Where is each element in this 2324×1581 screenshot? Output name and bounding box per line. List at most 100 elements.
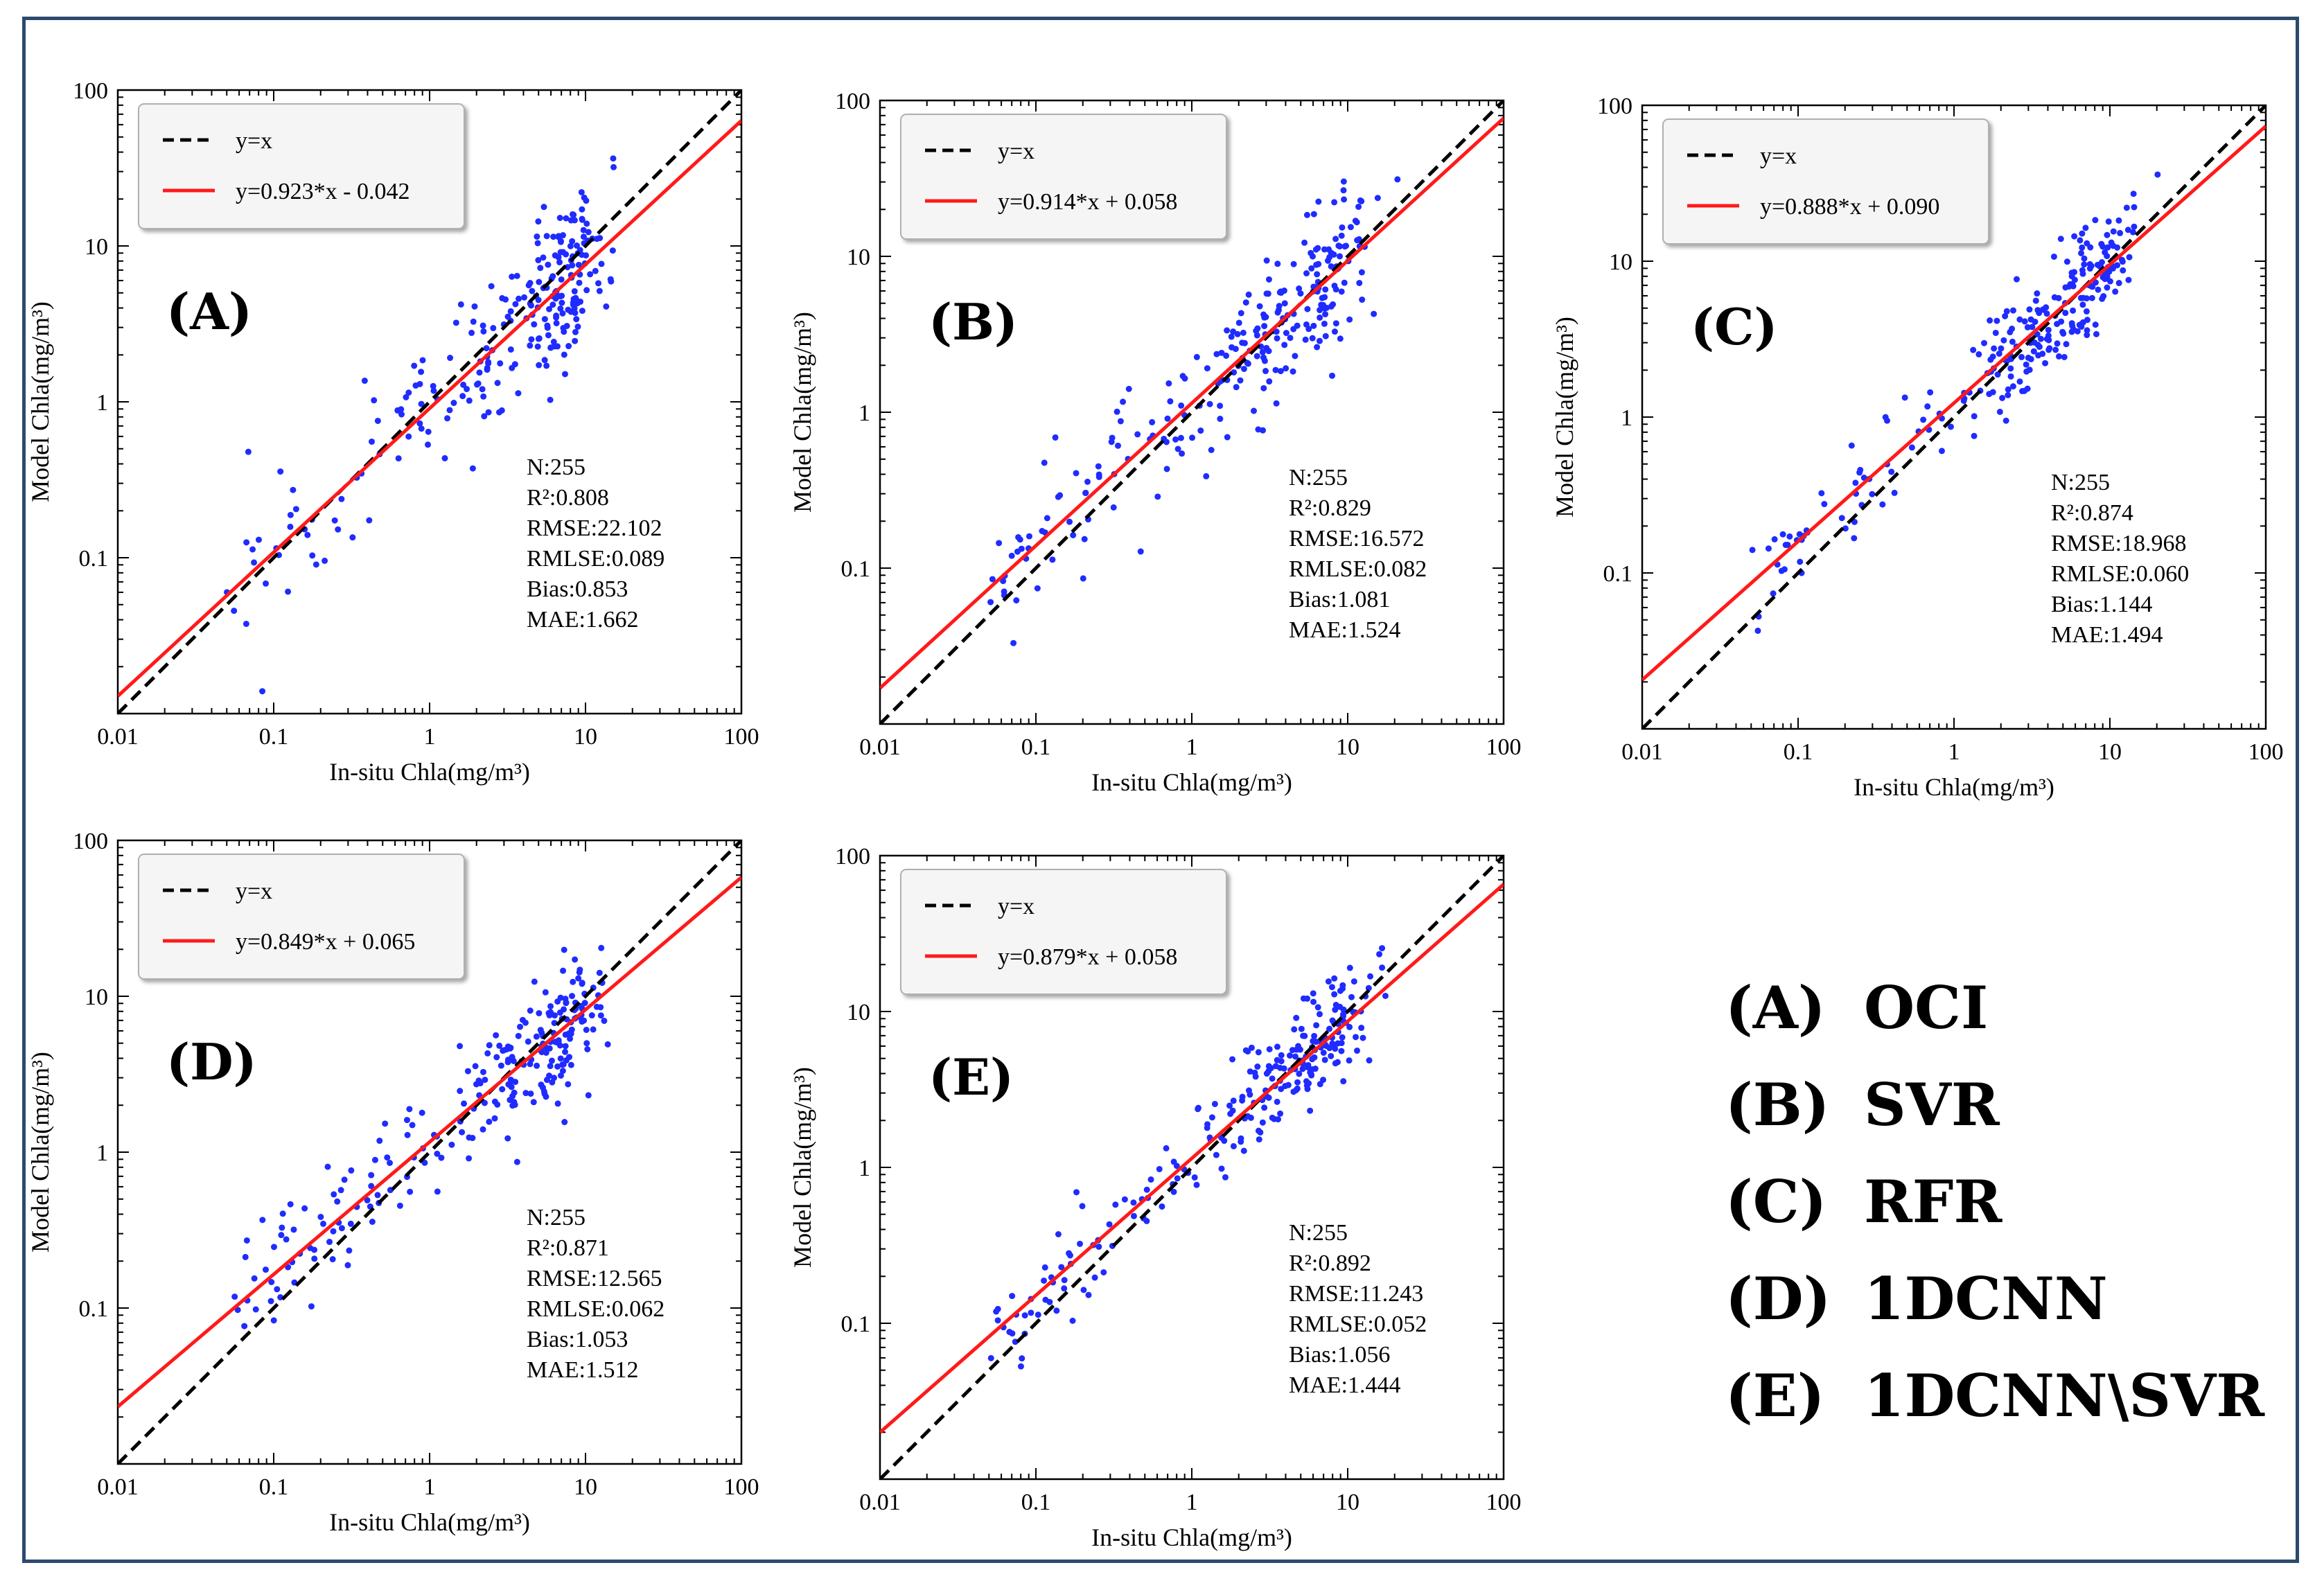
data-point (1379, 964, 1386, 971)
y-axis-label: Model Chla(mg/m³) (1551, 317, 1578, 518)
data-point (1095, 463, 1102, 470)
data-point (1294, 322, 1301, 329)
data-point (368, 1183, 375, 1190)
method-key-name: 1DCNN (1864, 1264, 2108, 1333)
regression-fit-line (118, 876, 741, 1408)
data-point (1134, 431, 1141, 438)
stats-line: R²:0.874 (2051, 500, 2133, 526)
data-point (1017, 1363, 1024, 1370)
data-point (2104, 253, 2111, 260)
data-point (2089, 283, 2096, 290)
regression-fit-line (880, 116, 1504, 690)
data-point (2131, 204, 2138, 211)
data-point (500, 1048, 507, 1054)
data-point (561, 351, 567, 358)
data-point (1321, 320, 1328, 327)
data-point (469, 1135, 476, 1142)
data-point (469, 465, 476, 472)
data-point (556, 259, 563, 266)
data-point (368, 1172, 375, 1178)
data-point (1222, 1174, 1229, 1181)
data-point (557, 1072, 564, 1079)
data-point (485, 409, 492, 416)
identity-line (880, 856, 1504, 1479)
data-point (2036, 344, 2043, 351)
data-point (349, 534, 356, 541)
data-point (2037, 335, 2044, 342)
x-tick-label: 100 (1486, 1490, 1522, 1515)
data-point (485, 360, 492, 367)
data-point (2032, 297, 2039, 304)
data-point (287, 523, 294, 530)
data-point (479, 322, 486, 329)
data-point (1394, 176, 1401, 183)
data-point (484, 1050, 491, 1057)
data-point (1082, 489, 1089, 496)
data-point (1765, 545, 1772, 552)
x-tick-label: 10 (574, 724, 597, 750)
data-point (534, 233, 540, 240)
data-point (507, 1097, 513, 1104)
x-tick-label: 10 (2098, 739, 2122, 765)
data-point (507, 346, 514, 353)
data-point (1248, 1044, 1255, 1051)
data-point (1174, 445, 1181, 452)
data-point (581, 194, 588, 201)
data-point (1348, 993, 1355, 1000)
data-point (2112, 288, 2119, 295)
x-tick-label: 0.01 (1621, 739, 1663, 765)
scatter-chart-c: 0.01 0.1 1 10 100 0.1 1 10 100 In-situ Chla(mg/m³… (1551, 94, 2284, 801)
data-point (1066, 518, 1073, 525)
data-point (1163, 439, 1170, 445)
data-point (311, 1255, 318, 1262)
data-point (2018, 353, 2025, 360)
data-point (446, 407, 453, 414)
data-point (513, 1158, 520, 1165)
data-point (1147, 1176, 1154, 1183)
data-point (2120, 267, 2127, 274)
data-point (1046, 1298, 1053, 1305)
stats-line: N:255 (2051, 470, 2110, 495)
data-point (1301, 239, 1308, 246)
data-point (1382, 992, 1389, 999)
data-point (1357, 197, 1364, 204)
data-point (1331, 282, 1338, 289)
data-point (2088, 294, 2095, 301)
data-point (279, 1210, 286, 1217)
data-point (558, 299, 565, 306)
stats-line: RMSE:18.968 (2051, 531, 2187, 556)
data-point (2083, 308, 2090, 315)
data-point (1041, 1264, 1048, 1271)
data-point (1314, 344, 1321, 351)
data-point (2110, 228, 2117, 235)
legend-fit-label: y=0.888*x + 0.090 (1760, 194, 1939, 220)
data-point (1006, 1329, 1013, 1336)
data-point (517, 1023, 524, 1030)
data-point (1869, 491, 1876, 497)
data-point (344, 1262, 351, 1269)
x-tick-label: 0.1 (259, 1474, 289, 1500)
y-tick-label: 0.1 (1603, 561, 1633, 587)
x-tick-label: 0.01 (97, 724, 139, 750)
method-key-letter: (A) (1725, 973, 1826, 1042)
data-point (322, 557, 328, 564)
data-point (395, 455, 402, 462)
data-point (409, 1122, 416, 1129)
data-point (473, 381, 480, 388)
data-point (581, 1000, 588, 1007)
data-point (2104, 231, 2111, 238)
data-point (527, 1061, 534, 1068)
data-point (1265, 290, 1271, 297)
data-point (2092, 321, 2099, 328)
y-tick-label: 1 (859, 400, 870, 426)
y-tick-label: 0.1 (79, 546, 109, 572)
data-point (2016, 378, 2023, 385)
data-point (331, 1191, 337, 1198)
data-point (550, 233, 557, 240)
panel-label: (C) (1691, 297, 1777, 356)
data-point (1337, 987, 1344, 994)
data-point (1312, 1066, 1319, 1072)
data-point (1340, 1078, 1347, 1085)
data-point (488, 283, 495, 290)
regression-fit-line (1642, 125, 2266, 682)
